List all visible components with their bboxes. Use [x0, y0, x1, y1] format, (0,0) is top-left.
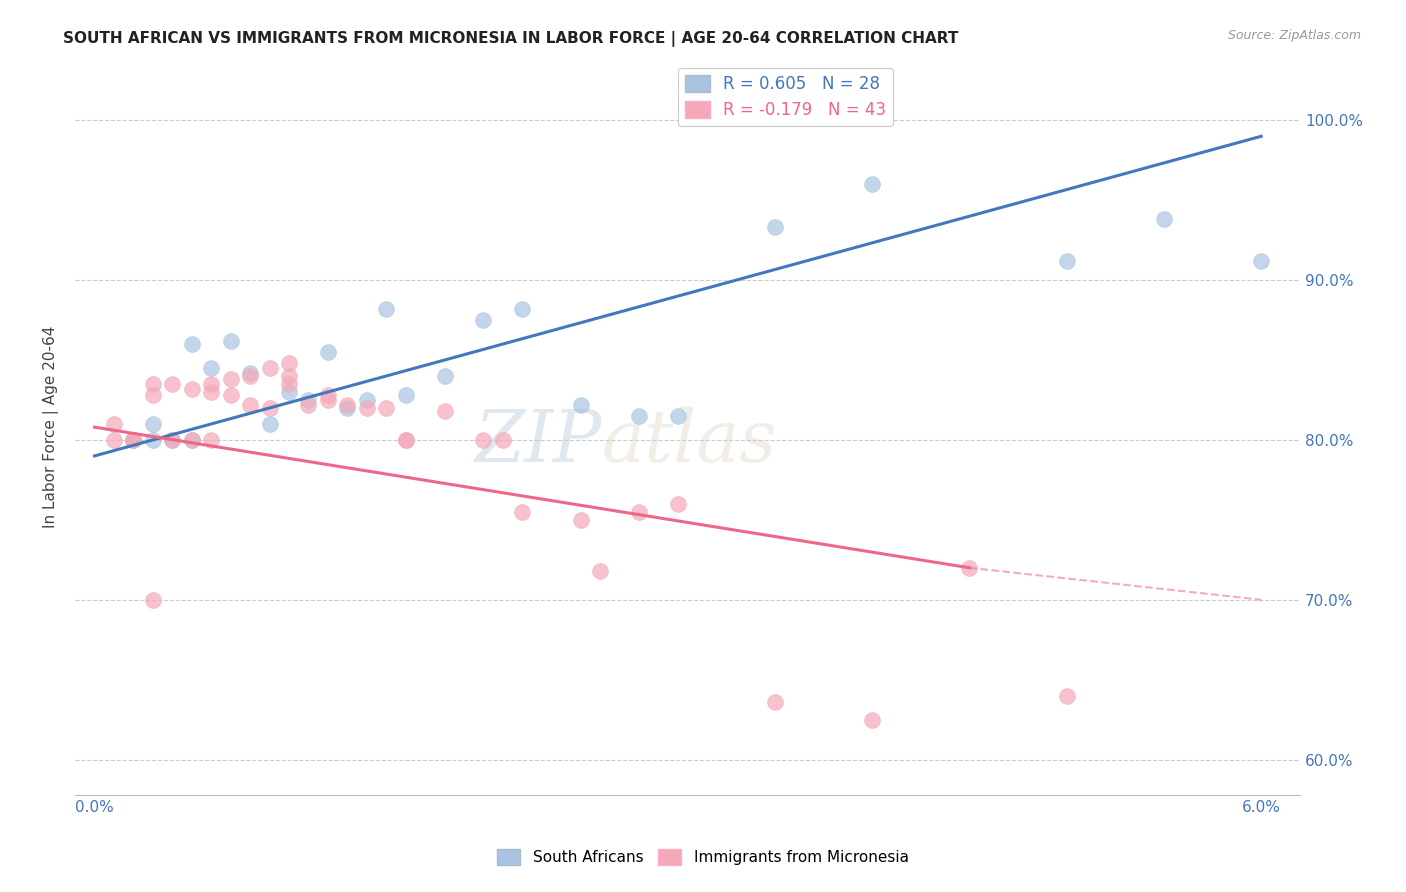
Point	[860, 178, 883, 192]
Point	[316, 388, 339, 402]
Point	[162, 376, 184, 391]
Point	[219, 388, 242, 402]
Point	[162, 433, 184, 447]
Legend: R = 0.605   N = 28, R = -0.179   N = 43: R = 0.605 N = 28, R = -0.179 N = 43	[678, 68, 893, 126]
Point	[103, 433, 125, 447]
Point	[142, 417, 165, 431]
Point	[472, 313, 495, 327]
Point	[763, 220, 786, 235]
Point	[394, 433, 416, 447]
Point	[239, 369, 262, 384]
Point	[142, 433, 165, 447]
Point	[122, 433, 145, 447]
Point	[394, 433, 416, 447]
Point	[763, 695, 786, 709]
Point	[316, 392, 339, 407]
Point	[375, 401, 398, 415]
Point	[860, 713, 883, 727]
Point	[200, 384, 222, 399]
Point	[356, 392, 378, 407]
Point	[122, 433, 145, 447]
Point	[239, 398, 262, 412]
Point	[278, 376, 301, 391]
Point	[200, 361, 222, 376]
Point	[589, 564, 612, 578]
Point	[1250, 254, 1272, 268]
Point	[569, 513, 592, 527]
Point	[336, 398, 359, 412]
Point	[278, 356, 301, 370]
Point	[375, 301, 398, 316]
Point	[200, 433, 222, 447]
Point	[1056, 254, 1078, 268]
Point	[142, 592, 165, 607]
Point	[433, 369, 456, 384]
Point	[259, 361, 281, 376]
Point	[569, 398, 592, 412]
Point	[200, 376, 222, 391]
Y-axis label: In Labor Force | Age 20-64: In Labor Force | Age 20-64	[44, 326, 59, 528]
Text: SOUTH AFRICAN VS IMMIGRANTS FROM MICRONESIA IN LABOR FORCE | AGE 20-64 CORRELATI: SOUTH AFRICAN VS IMMIGRANTS FROM MICRONE…	[63, 31, 959, 47]
Point	[162, 433, 184, 447]
Point	[394, 388, 416, 402]
Point	[336, 401, 359, 415]
Point	[316, 345, 339, 359]
Point	[666, 497, 689, 511]
Text: Source: ZipAtlas.com: Source: ZipAtlas.com	[1227, 29, 1361, 42]
Point	[1056, 689, 1078, 703]
Point	[142, 388, 165, 402]
Point	[278, 384, 301, 399]
Point	[297, 392, 319, 407]
Point	[219, 334, 242, 348]
Point	[180, 337, 202, 351]
Point	[666, 409, 689, 423]
Point	[627, 409, 650, 423]
Point	[180, 433, 202, 447]
Legend: South Africans, Immigrants from Micronesia: South Africans, Immigrants from Micrones…	[491, 843, 915, 871]
Point	[278, 369, 301, 384]
Point	[492, 433, 515, 447]
Text: atlas: atlas	[602, 407, 778, 477]
Point	[356, 401, 378, 415]
Point	[103, 417, 125, 431]
Point	[219, 372, 242, 386]
Point	[959, 561, 981, 575]
Point	[1153, 212, 1175, 227]
Point	[239, 366, 262, 380]
Point	[180, 433, 202, 447]
Point	[259, 401, 281, 415]
Point	[472, 433, 495, 447]
Point	[433, 404, 456, 418]
Point	[510, 301, 533, 316]
Text: ZIP: ZIP	[474, 407, 602, 477]
Point	[142, 376, 165, 391]
Point	[510, 505, 533, 519]
Point	[297, 398, 319, 412]
Point	[122, 433, 145, 447]
Point	[259, 417, 281, 431]
Point	[627, 505, 650, 519]
Point	[180, 382, 202, 396]
